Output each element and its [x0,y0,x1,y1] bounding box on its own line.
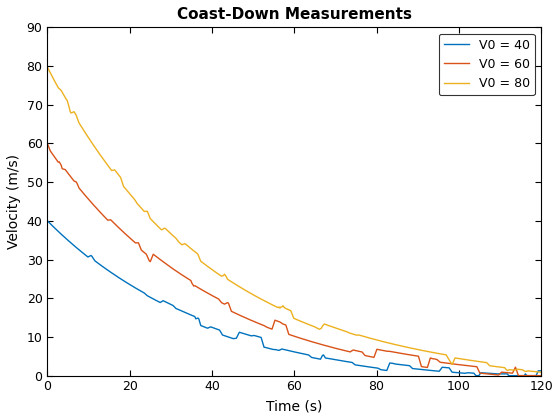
V0 = 40 [44,218,51,223]
V0 = 40 [282,347,288,352]
V0 = 60 [338,347,344,352]
V0 = 60 [449,361,455,366]
V0 = 80 [282,305,288,310]
V0 = 60 [527,373,534,378]
V0 = 60 [515,373,522,378]
Line: V0 = 80: V0 = 80 [48,67,541,372]
V0 = 60 [278,321,285,326]
Line: V0 = 60: V0 = 60 [48,143,541,375]
V0 = 40 [311,355,318,360]
X-axis label: Time (s): Time (s) [266,399,323,413]
V0 = 80 [278,304,285,310]
V0 = 80 [338,327,344,332]
V0 = 40 [527,373,534,378]
V0 = 40 [449,370,455,375]
V0 = 40 [538,368,544,373]
V0 = 40 [473,373,479,378]
V0 = 60 [282,322,288,327]
V0 = 60 [44,141,51,146]
V0 = 80 [311,324,318,329]
Line: V0 = 40: V0 = 40 [48,221,541,375]
V0 = 60 [538,373,544,378]
V0 = 80 [44,65,51,70]
V0 = 80 [449,362,455,367]
V0 = 60 [311,340,318,345]
Title: Coast-Down Measurements: Coast-Down Measurements [177,7,412,22]
V0 = 80 [538,370,544,375]
V0 = 40 [338,358,344,363]
V0 = 40 [278,346,285,352]
Legend: V0 = 40, V0 = 60, V0 = 80: V0 = 40, V0 = 60, V0 = 80 [439,34,535,95]
V0 = 80 [526,368,533,373]
Y-axis label: Velocity (m/s): Velocity (m/s) [7,154,21,249]
